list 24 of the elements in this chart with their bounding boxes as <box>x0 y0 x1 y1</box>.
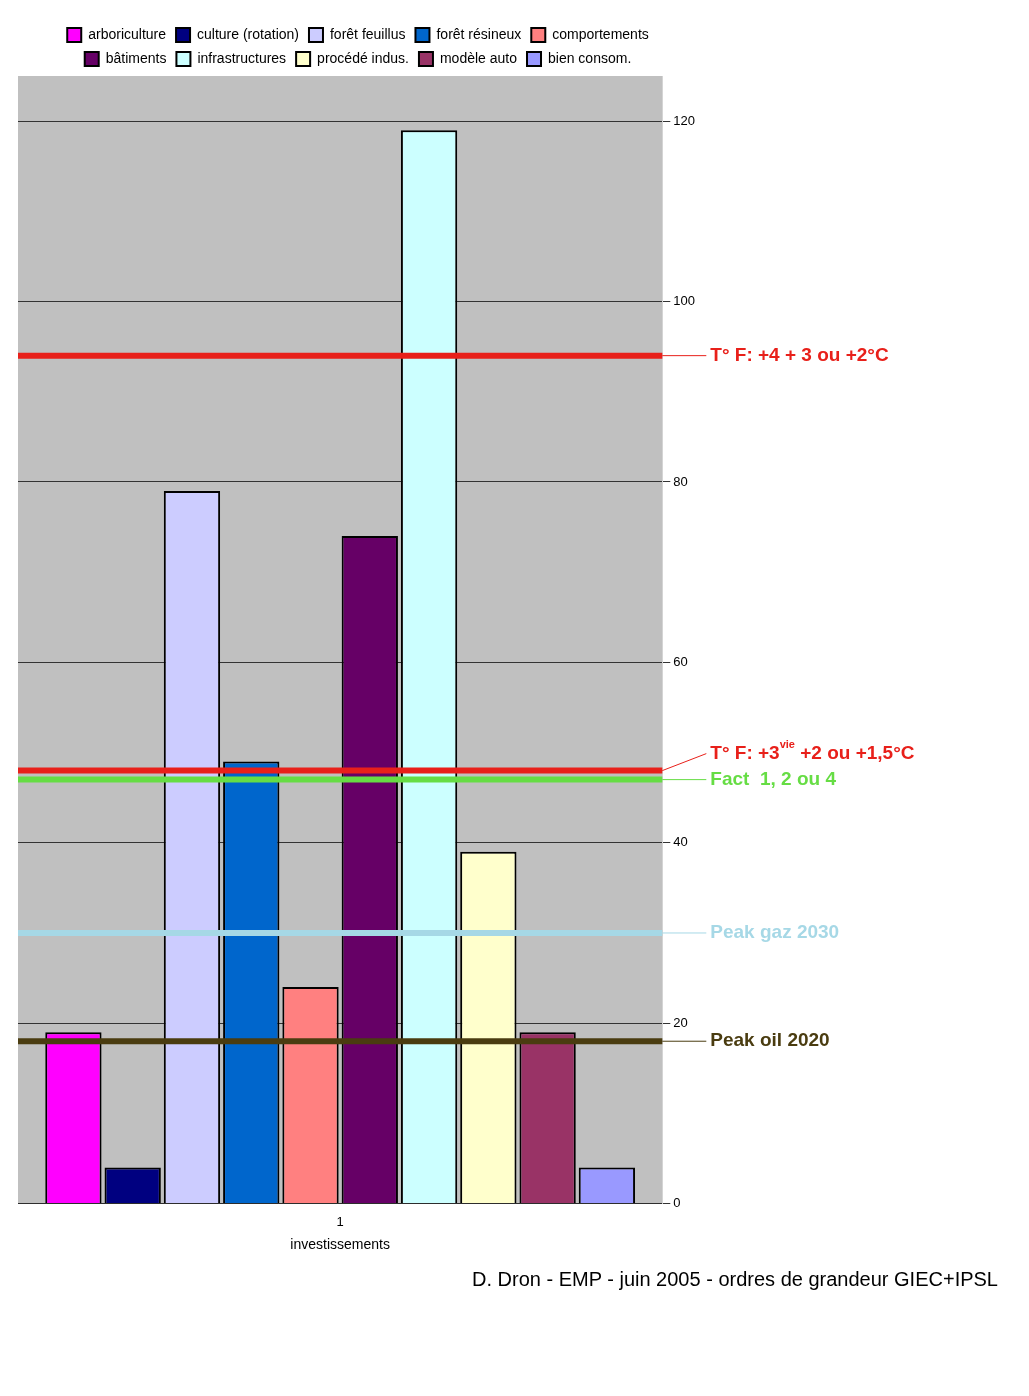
legend-label: forêt résineux <box>436 25 522 42</box>
y-tick-label: 40 <box>673 834 688 850</box>
legend-label: bien consom. <box>548 49 632 66</box>
y-tick-label: 100 <box>673 293 696 309</box>
legend-label: comportements <box>552 25 649 42</box>
y-tick-label: 20 <box>673 1014 688 1030</box>
x-tick-label: 1 <box>336 1213 344 1229</box>
legend-label: infrastructures <box>197 49 287 66</box>
x-axis-title: investissements <box>290 1236 390 1253</box>
legend-label: culture (rotation) <box>197 25 299 42</box>
legend-label: arboriculture <box>88 25 167 42</box>
legend-label: forêt feuillus <box>329 25 406 42</box>
ref-line-label: Peak oil 2020 <box>710 1029 830 1051</box>
ref-line-label: Peak gaz 2030 <box>710 921 840 943</box>
ref-line-label: Fact 1, 2 ou 4 <box>710 767 837 789</box>
legend-label: modèle auto <box>439 49 518 66</box>
y-tick-label: 60 <box>673 653 688 669</box>
y-tick-label: 120 <box>673 112 696 128</box>
legend-label: bâtiments <box>105 49 167 66</box>
text: D. Dron - EMP - juin 2005 - ordres de grandeur GIEC+IPSL <box>471 1268 999 1291</box>
ref-line-label: T° F: +4 + 3 ou +2°C <box>710 343 889 365</box>
y-tick-label: 0 <box>673 1195 681 1211</box>
y-tick-label: 80 <box>673 473 688 489</box>
legend-label: procédé indus. <box>317 49 409 66</box>
